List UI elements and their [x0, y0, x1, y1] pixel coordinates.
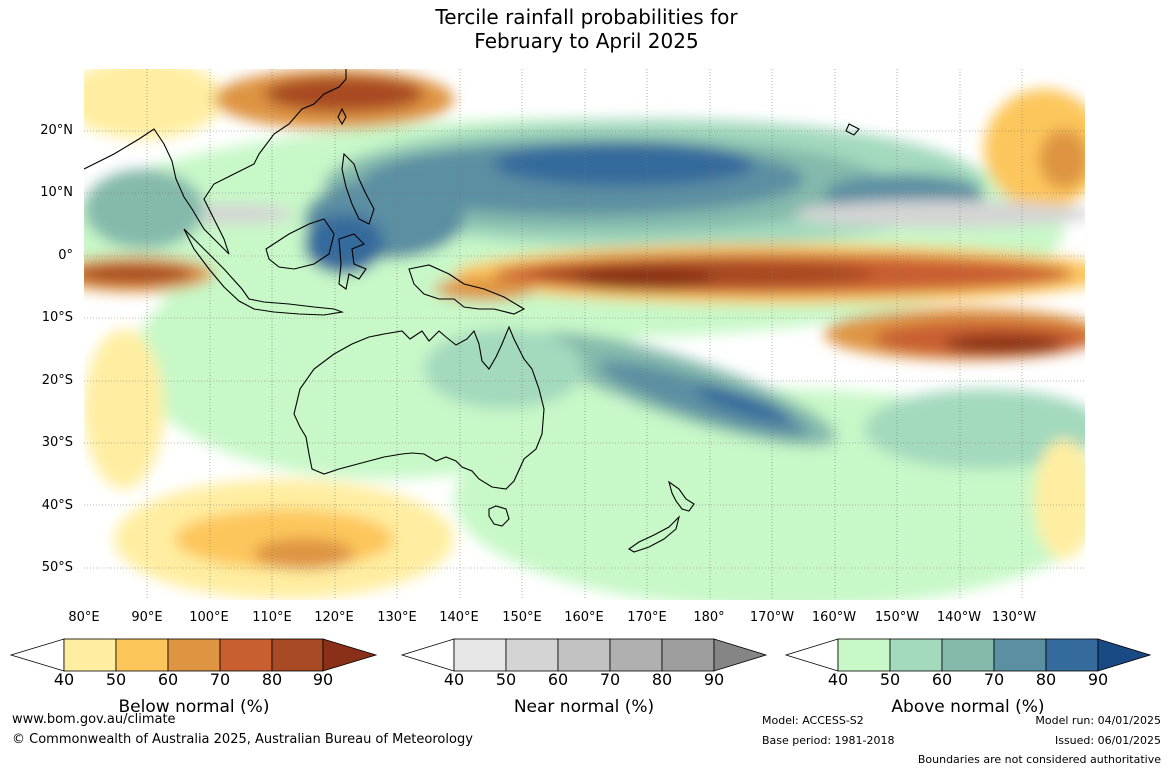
below-tick-50: 50: [105, 670, 127, 689]
above-tick-60: 60: [931, 670, 953, 689]
near-normal-label: Near normal (%): [513, 697, 655, 717]
coastlines: [84, 69, 860, 553]
lon-label-120e: 120°E: [314, 610, 354, 625]
below-colorbar-segment-60: [167, 638, 221, 672]
above-tick-90: 90: [1087, 670, 1109, 689]
rainfall-probability-map: [84, 69, 1085, 600]
graticule: [84, 69, 1085, 600]
asia-coastline: [84, 69, 347, 255]
lon-label-160e: 160°E: [564, 610, 604, 625]
near-colorbar-segment-50: [505, 638, 559, 672]
near-colorbar-segment-60: [557, 638, 611, 672]
nz-south-coastline: [627, 515, 681, 553]
lon-label-170e: 170°E: [627, 610, 667, 625]
borneo-coastline: [265, 218, 335, 270]
lat-label-40s: 40°S: [41, 498, 73, 513]
new-guinea-coastline: [408, 264, 526, 315]
lon-label-170w: 170°W: [749, 610, 795, 625]
below-colorbar-segment-90: [322, 638, 378, 672]
lon-label-180: 180°: [693, 610, 725, 625]
below-colorbar-segment-40: [63, 638, 117, 672]
map-title-line-1: Tercile rainfall probabilities for: [435, 5, 738, 29]
above-tick-40: 40: [827, 670, 849, 689]
tasmania-coastline: [488, 505, 510, 527]
lon-label-160w: 160°W: [811, 610, 857, 625]
bom-url: www.bom.gov.au/climate: [12, 712, 176, 727]
near-colorbar-segment-40: [453, 638, 507, 672]
lat-label-10s: 10°S: [41, 310, 73, 325]
near-tick-70: 70: [599, 670, 621, 689]
above-colorbar-segment-60: [941, 638, 995, 672]
above-tick-70: 70: [983, 670, 1005, 689]
above-colorbar-segment-40: [837, 638, 891, 672]
base-period: Base period: 1981-2018: [762, 734, 895, 747]
lat-label-20s: 20°S: [41, 373, 73, 388]
below-colorbar-segment-70: [219, 638, 273, 672]
below-tick-60: 60: [157, 670, 179, 689]
lon-label-140w: 140°W: [936, 610, 982, 625]
lon-label-90e: 90°E: [131, 610, 163, 625]
below-tick-90: 90: [312, 670, 334, 689]
map-title-line-2: February to April 2025: [474, 29, 699, 53]
below-tick-80: 80: [261, 670, 283, 689]
lat-label-30s: 30°S: [41, 435, 73, 450]
near-colorbar-segment-70: [609, 638, 663, 672]
lon-label-80e: 80°E: [68, 610, 100, 625]
australia-coastline: [293, 325, 545, 490]
lon-label-110e: 110°E: [252, 610, 292, 625]
lat-label-10n: 10°N: [40, 185, 73, 200]
colorbar-below-normal: [9, 638, 378, 672]
sumatra-java-coastline: [183, 228, 345, 316]
lon-label-150e: 150°E: [502, 610, 542, 625]
probability-field: [84, 69, 1085, 600]
above-tick-80: 80: [1035, 670, 1057, 689]
near-tick-80: 80: [651, 670, 673, 689]
below-tick-40: 40: [53, 670, 75, 689]
lon-label-150w: 150°W: [874, 610, 920, 625]
taiwan-coastline: [337, 107, 347, 126]
model-name: Model: ACCESS-S2: [762, 714, 864, 727]
above-colorbar-segment-50: [889, 638, 943, 672]
lat-label-50s: 50°S: [41, 560, 73, 575]
above-colorbar-segment-80: [1045, 638, 1099, 672]
near-colorbar-segment-80: [661, 638, 715, 672]
colorbar-near-normal: [400, 638, 768, 672]
copyright-notice: © Commonwealth of Australia 2025, Austra…: [12, 732, 473, 747]
lon-label-130w: 130°W: [991, 610, 1037, 625]
lon-label-100e: 100°E: [189, 610, 229, 625]
near-tick-90: 90: [703, 670, 725, 689]
sulawesi-coastline: [338, 233, 367, 290]
above-colorbar-segment-70: [993, 638, 1047, 672]
model-run-date: Model run: 04/01/2025: [1035, 714, 1161, 727]
below-normal-label: Below normal (%): [118, 697, 270, 717]
near-tick-40: 40: [443, 670, 465, 689]
above-colorbar-segment-90: [1097, 638, 1152, 672]
below-colorbar-segment-50: [115, 638, 169, 672]
below-tick-70: 70: [209, 670, 231, 689]
philippines-coastline: [341, 152, 375, 225]
nz-north-coastline: [668, 480, 695, 512]
hawaii-coastline: [845, 123, 860, 136]
above-tick-50: 50: [879, 670, 901, 689]
issued-date: Issued: 06/01/2025: [1054, 734, 1161, 747]
below-colorbar-segment-80: [271, 638, 324, 672]
lon-label-130e: 130°E: [377, 610, 417, 625]
colorbar-above-normal: [784, 638, 1152, 672]
above-normal-label: Above normal (%): [891, 697, 1045, 717]
near-colorbar-segment-90: [713, 638, 768, 672]
lat-label-0: 0°: [58, 248, 73, 263]
near-tick-50: 50: [495, 670, 517, 689]
colorbar-legend: [9, 638, 1152, 672]
near-tick-60: 60: [547, 670, 569, 689]
lon-label-140e: 140°E: [439, 610, 479, 625]
lat-label-20n: 20°N: [40, 123, 73, 138]
boundaries-disclaimer: Boundaries are not considered authoritat…: [917, 753, 1161, 766]
